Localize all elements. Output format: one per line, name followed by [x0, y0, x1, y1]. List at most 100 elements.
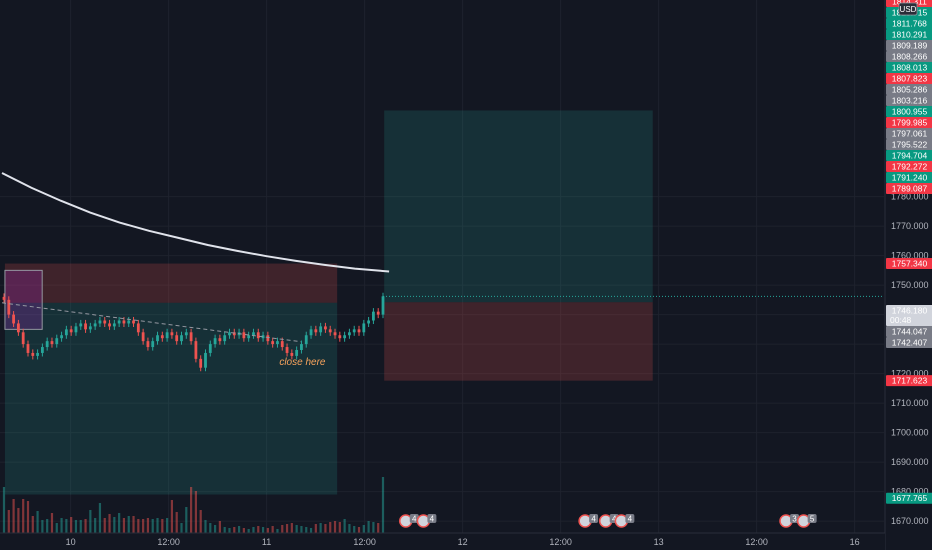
volume-bar — [204, 520, 207, 533]
price-tag-bg — [886, 128, 932, 139]
trade-zones[interactable] — [4, 110, 653, 495]
price-tag: 1757.340 — [886, 257, 932, 269]
price-tag-bg — [886, 139, 932, 150]
volume-bar — [319, 523, 322, 533]
volume-bar — [151, 519, 154, 533]
annotations: close here — [279, 357, 326, 368]
candle-body — [146, 341, 150, 348]
price-tick-label: 1690.000 — [891, 457, 929, 467]
volume-bar — [362, 525, 365, 533]
event-count: 5 — [810, 515, 815, 524]
price-tick-label: 1720.000 — [891, 369, 929, 379]
candle-body — [103, 320, 107, 324]
price-tag: 1800.955 — [886, 106, 932, 117]
price-tag-bg — [886, 150, 932, 161]
candle-body — [40, 347, 44, 353]
event-markers[interactable]: 4 4 4 4 4 3 5 — [399, 514, 817, 528]
volume-bar — [300, 526, 303, 533]
candle-body — [261, 335, 265, 339]
volume-bar — [333, 521, 337, 533]
candle-body — [352, 329, 356, 333]
price-axis[interactable]: 1670.000 1680.000 1690.000 1700.000 1710.000… — [884, 0, 932, 550]
volume-bar — [209, 523, 212, 533]
time-tick-label: 12 — [458, 537, 468, 547]
candle-body — [252, 332, 255, 336]
price-tag-bg — [886, 117, 932, 128]
event-marker[interactable]: 4 — [598, 514, 619, 528]
volume-bar — [60, 518, 63, 533]
price-tag-label: 1808.013 — [892, 63, 928, 73]
price-tag: 1811.768 — [886, 18, 932, 29]
volume-bar — [199, 510, 202, 533]
candle-body — [156, 335, 159, 342]
volume-bar — [290, 523, 293, 533]
zone-long-stop[interactable] — [384, 302, 653, 381]
volume-bar — [261, 527, 265, 533]
volume-bar — [228, 528, 231, 533]
candle-body — [199, 358, 203, 368]
candle-body — [189, 332, 193, 342]
price-tag-bg — [886, 257, 932, 269]
candle-body — [127, 320, 131, 324]
price-tag-bg — [886, 84, 932, 95]
zone-highlight[interactable] — [4, 269, 43, 330]
candle-body — [108, 323, 111, 327]
event-count-badge — [807, 514, 817, 523]
volume-bar — [170, 500, 174, 533]
price-tag: 1789.087 — [886, 183, 932, 194]
candle-body — [84, 323, 87, 330]
price-tag-bg — [886, 73, 932, 84]
event-count: 3 — [792, 515, 797, 524]
volume-bar — [353, 526, 356, 533]
event-count: 4 — [430, 515, 435, 524]
event-marker[interactable]: 5 — [796, 514, 817, 528]
event-marker[interactable]: 4 — [614, 514, 635, 528]
event-count: 4 — [628, 515, 633, 524]
volume-bars — [2, 477, 385, 533]
candle-body — [151, 341, 155, 348]
event-count-badge — [625, 514, 635, 523]
price-tag: 1791.240 — [886, 172, 932, 183]
price-tag-label: 1744.047 — [892, 327, 928, 337]
candle-body — [117, 320, 121, 324]
volume-bar — [98, 503, 102, 533]
price-tag-label: 1807.823 — [892, 74, 928, 84]
volume-bar — [266, 528, 269, 533]
volume-bar — [237, 526, 241, 533]
volume-bar — [7, 510, 10, 533]
volume-bar — [113, 517, 116, 533]
price-tag: 1797.061 — [886, 128, 932, 139]
price-tick-label: 1700.000 — [891, 428, 929, 438]
volume-bar — [122, 518, 126, 533]
event-marker[interactable]: 3 — [779, 514, 799, 528]
price-tag-label: 1791.240 — [892, 173, 928, 183]
candle-body — [21, 332, 25, 345]
volume-bar — [50, 513, 54, 533]
zone-long-target[interactable] — [384, 110, 653, 303]
price-tag: 1805.286 — [886, 84, 932, 95]
time-axis[interactable]: 10 12:00 11 12:00 12 12:00 13 12:00 16 — [0, 532, 885, 550]
chart-lines — [1, 172, 884, 343]
zone-short-stop[interactable] — [4, 263, 338, 303]
volume-bar — [343, 519, 346, 533]
candle-body — [74, 326, 78, 333]
volume-bar — [175, 512, 178, 533]
price-tag: 1794.704 — [886, 150, 932, 161]
event-marker[interactable]: 4 — [578, 514, 599, 528]
currency-button[interactable]: USD — [898, 2, 918, 16]
volume-bar — [137, 519, 140, 533]
zone-short-target[interactable] — [4, 302, 338, 495]
price-tick-label: 1760.000 — [891, 251, 929, 261]
volume-bar — [89, 510, 92, 533]
event-marker[interactable]: 4 — [416, 514, 437, 528]
time-tick-label: 13 — [654, 537, 664, 547]
volume-bar — [94, 518, 97, 533]
candle-body — [98, 320, 102, 324]
volume-bar — [276, 529, 279, 533]
price-tag-bg — [886, 161, 932, 172]
volume-bar — [26, 501, 30, 533]
candle-body — [232, 332, 236, 336]
event-marker[interactable]: 4 — [399, 514, 419, 528]
